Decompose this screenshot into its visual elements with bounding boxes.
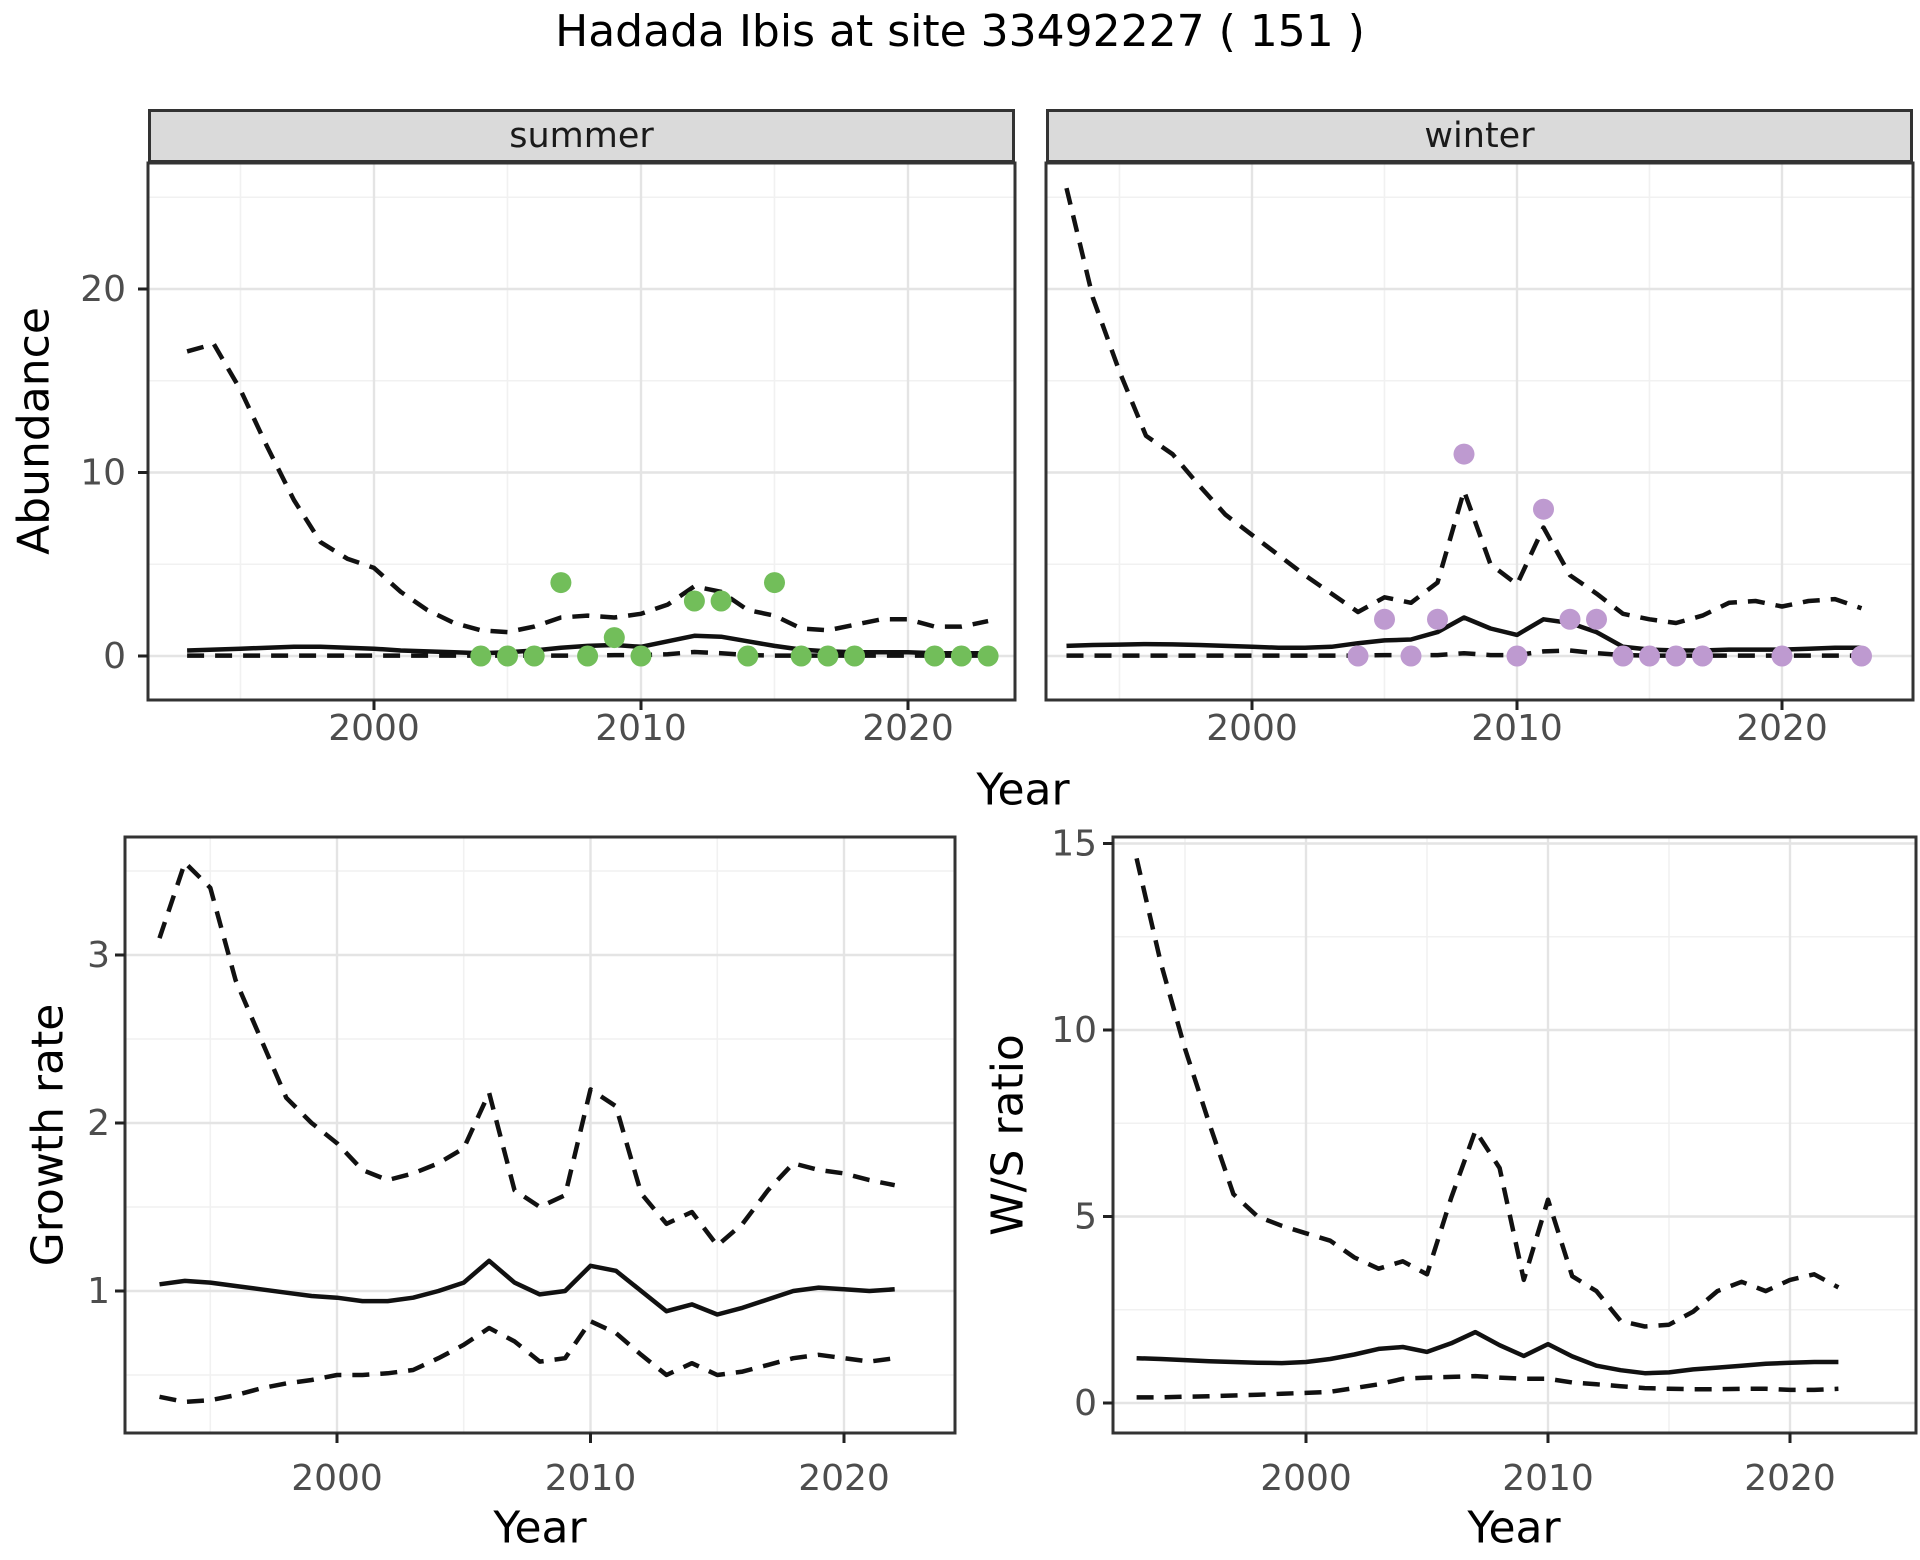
observation-point xyxy=(1639,645,1660,667)
series-upper-95ci xyxy=(1134,857,1840,1329)
series-group xyxy=(186,341,999,667)
series-median xyxy=(159,1258,895,1317)
observation-point xyxy=(924,645,946,667)
y-tick-label: 15 xyxy=(1051,824,1097,865)
observation-point xyxy=(977,645,999,667)
observation-point xyxy=(710,590,732,612)
facet-strip-summer-label: summer xyxy=(509,116,654,156)
panel-border xyxy=(1111,835,1918,1435)
x-tick-label: 2000 xyxy=(1260,1458,1352,1499)
x-axis-title-year-bottom-left: Year xyxy=(493,1502,587,1554)
observation-point xyxy=(630,645,652,667)
observation-point xyxy=(1771,645,1793,667)
x-tick-label: 2020 xyxy=(1744,1458,1836,1499)
observation-point xyxy=(1586,608,1607,630)
observation-point xyxy=(683,590,705,612)
series-median xyxy=(1136,1329,1839,1376)
observation-point xyxy=(1506,645,1528,667)
y-axis-title-ws-ratio: W/S ratio xyxy=(982,1034,1034,1236)
facet-strip-winter-label: winter xyxy=(1424,116,1535,156)
series-lower-95ci xyxy=(159,1318,895,1405)
y-tick-label: 2 xyxy=(87,1103,110,1144)
x-tick-label: 2000 xyxy=(328,708,420,749)
series-upper-95ci xyxy=(157,860,896,1248)
panel-ws-ratio: 2000 2010 2020 0 5 10 15 xyxy=(1051,824,1918,1499)
observation-point xyxy=(1851,645,1872,667)
y-tick-label: 1 xyxy=(87,1271,110,1312)
observation-point xyxy=(1374,608,1395,630)
series-upper-95ci xyxy=(1064,187,1863,626)
observation-point xyxy=(844,645,866,667)
series-median xyxy=(1066,615,1862,653)
y-axis-title-growth-rate: Growth rate xyxy=(22,1003,74,1267)
x-tick-label: 2020 xyxy=(1736,708,1828,749)
series-group xyxy=(157,860,896,1405)
series-upper-95ci xyxy=(186,341,989,635)
series-group xyxy=(1064,187,1872,667)
x-tick-label: 2000 xyxy=(291,1458,383,1499)
observation-point xyxy=(470,645,492,667)
x-tick-label: 2020 xyxy=(798,1458,890,1499)
observation-point xyxy=(1533,498,1554,520)
x-tick-label: 2010 xyxy=(595,708,687,749)
facet-strip-summer: summer xyxy=(148,109,1015,163)
observation-point xyxy=(1427,608,1448,630)
observation-point xyxy=(737,645,759,667)
panel-border xyxy=(123,835,957,1435)
observation-point xyxy=(790,645,812,667)
observation-point xyxy=(817,645,839,667)
panel-border xyxy=(1044,161,1915,702)
x-tick-label: 2010 xyxy=(1471,708,1563,749)
x-tick-label: 2000 xyxy=(1206,708,1298,749)
y-tick-label: 0 xyxy=(103,636,126,677)
panel-border xyxy=(146,161,1017,702)
y-tick-label: 0 xyxy=(1074,1383,1097,1424)
x-tick-label: 2010 xyxy=(1502,1458,1594,1499)
y-tick-label: 20 xyxy=(80,269,126,310)
y-tick-label: 3 xyxy=(87,935,110,976)
observation-point xyxy=(950,645,972,667)
observation-point xyxy=(603,627,625,649)
observation-point xyxy=(1559,608,1581,630)
observation-point xyxy=(1665,645,1687,667)
plot-title: Hadada Ibis at site 33492227 ( 151 ) xyxy=(555,6,1365,57)
observation-point xyxy=(764,572,785,594)
x-tick-label: 2010 xyxy=(545,1458,637,1499)
x-tick-label: 2020 xyxy=(862,708,954,749)
observation-point xyxy=(1453,443,1475,465)
observation-point xyxy=(497,645,518,667)
observation-point xyxy=(1692,645,1713,667)
panel-abundance-summer: 2000 2010 2020 0 10 20 xyxy=(80,161,1017,749)
y-tick-label: 10 xyxy=(1051,1010,1097,1051)
series-lower-95ci xyxy=(1066,648,1862,658)
x-axis-title-year-top: Year xyxy=(976,764,1070,816)
observation-point xyxy=(1400,645,1422,667)
panel-growth-rate: 2000 2010 2020 1 2 3 xyxy=(87,835,957,1499)
observation-point xyxy=(1612,645,1634,667)
y-tick-label: 10 xyxy=(80,453,126,494)
facet-strip-winter: winter xyxy=(1046,109,1913,163)
observation-point xyxy=(577,645,599,667)
observation-point xyxy=(550,572,572,594)
series-group xyxy=(1134,857,1840,1400)
observation-point xyxy=(523,645,545,667)
x-axis-title-year-bottom-right: Year xyxy=(1467,1502,1561,1554)
panel-abundance-winter: 2000 2010 2020 xyxy=(1044,161,1915,749)
observation-point xyxy=(1347,645,1369,667)
y-axis-title-abundance: Abundance xyxy=(8,307,60,555)
y-tick-label: 5 xyxy=(1074,1197,1097,1238)
series-lower-95ci xyxy=(1136,1373,1839,1400)
